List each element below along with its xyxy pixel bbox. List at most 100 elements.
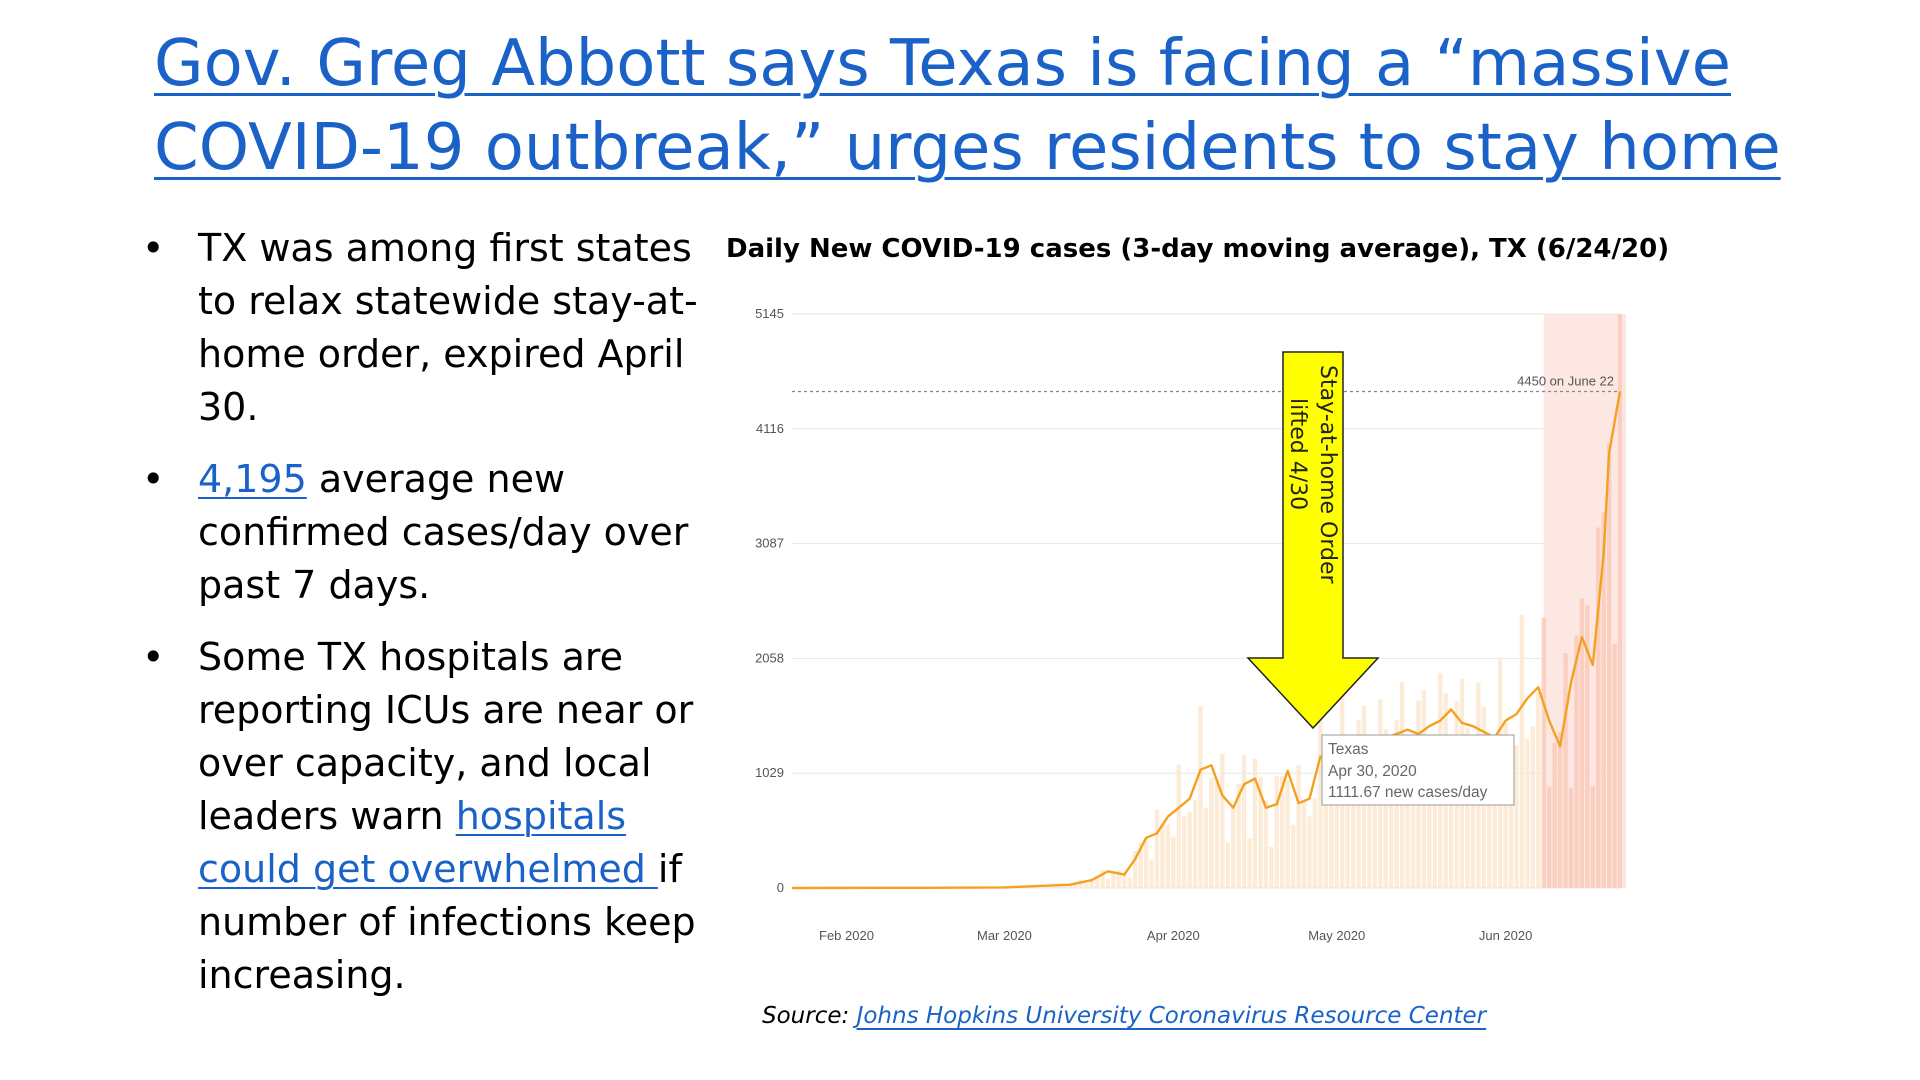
daily-bar: [1285, 780, 1290, 888]
case-average-link[interactable]: 4,195: [198, 457, 307, 501]
daily-bar: [1165, 824, 1171, 888]
daily-bar: [1487, 756, 1492, 888]
daily-bar: [1176, 764, 1181, 888]
daily-bar: [1133, 851, 1138, 888]
daily-bar: [1160, 823, 1165, 888]
x-tick-label: May 2020: [1308, 928, 1365, 943]
daily-bar: [1541, 617, 1546, 888]
source-note: Source: Johns Hopkins University Coronav…: [762, 1003, 1486, 1029]
daily-bar: [1563, 653, 1568, 888]
daily-bar: [1209, 777, 1214, 888]
daily-bar: [1334, 752, 1339, 888]
source-link[interactable]: Johns Hopkins University Coronavirus Res…: [856, 1003, 1487, 1029]
daily-bar: [1465, 728, 1470, 888]
daily-bar: [1073, 883, 1078, 888]
daily-bar: [1198, 706, 1203, 888]
daily-bar: [1525, 738, 1530, 888]
x-tick-label: Apr 2020: [1147, 928, 1200, 943]
daily-bar: [1606, 443, 1612, 888]
daily-bar: [1083, 883, 1089, 888]
daily-bar: [1116, 870, 1122, 888]
daily-bar: [1323, 779, 1329, 888]
daily-bar: [1182, 816, 1187, 888]
daily-bar: [1296, 765, 1301, 888]
bullet-dot: •: [142, 635, 165, 679]
bullet-dot: •: [142, 457, 165, 501]
bullet-text: TX was among first states to relax state…: [198, 226, 698, 429]
y-tick-label: 1029: [755, 765, 784, 780]
daily-bar: [1383, 729, 1388, 888]
daily-bar: [1405, 753, 1410, 888]
daily-bar: [1536, 691, 1541, 888]
tooltip-value: 1111.67 new cases/day: [1328, 784, 1488, 801]
daily-bar: [1051, 885, 1056, 888]
daily-bar: [1122, 872, 1127, 888]
daily-bar: [1568, 788, 1574, 888]
daily-bar: [1492, 785, 1497, 888]
tooltip-box: [1321, 734, 1515, 806]
daily-bar: [1269, 846, 1274, 888]
bullet-text: Some TX hospitals are reporting ICUs are…: [198, 635, 694, 838]
hospitals-overwhelmed-link[interactable]: hospitals could get overwhelmed: [198, 794, 658, 891]
daily-bar: [1247, 838, 1252, 888]
daily-bar: [1508, 751, 1514, 888]
daily-bar: [1127, 877, 1132, 888]
daily-bar: [1312, 798, 1318, 888]
covid-cases-chart: 4450 on June 22 0 1029 2058 3087 4116 5145 Fe…: [755, 306, 1626, 943]
bullet-list: • TX was among first states to relax stat…: [140, 222, 720, 1021]
daily-bar: [1585, 605, 1590, 888]
x-axis-ticks: Feb 2020 Mar 2020 Apr 2020 May 2020 Jun 2020: [819, 928, 1532, 943]
daily-bar: [1367, 799, 1372, 888]
y-tick-label: 2058: [755, 650, 784, 665]
reference-line: 4450 on June 22: [792, 374, 1620, 393]
x-tick-label: Mar 2020: [977, 928, 1032, 943]
source-prefix: Source:: [762, 1003, 857, 1029]
slide-title-link[interactable]: Gov. Greg Abbott says Texas is facing a …: [154, 27, 1781, 185]
daily-bar: [1519, 614, 1525, 888]
daily-bar: [1372, 756, 1378, 888]
y-tick-label: 5145: [755, 306, 784, 321]
y-axis-ticks: 0 1029 2058 3087 4116 5145: [755, 306, 784, 895]
annotation-line-2: lifted 4/30: [1285, 398, 1310, 510]
daily-bar: [1203, 807, 1209, 888]
reference-label: 4450 on June 22: [1517, 374, 1614, 389]
daily-bar: [1579, 598, 1585, 888]
daily-bar: [1552, 743, 1557, 888]
slide-title[interactable]: Gov. Greg Abbott says Texas is facing a …: [154, 22, 1854, 190]
daily-bar: [1100, 870, 1105, 888]
daily-bar: [1089, 881, 1094, 888]
annotation-line-1: Stay-at-home Order: [1315, 365, 1340, 585]
daily-bar: [1236, 784, 1241, 888]
daily-bar: [1111, 871, 1116, 888]
daily-bar: [1617, 314, 1623, 888]
y-tick-label: 4116: [756, 421, 784, 436]
daily-bar: [1557, 732, 1563, 888]
daily-bar: [1530, 726, 1536, 888]
daily-bar: [1171, 836, 1176, 888]
daily-bar: [1345, 789, 1350, 888]
daily-bar: [1470, 792, 1476, 888]
daily-bar: [1318, 693, 1323, 888]
daily-bar: [1078, 880, 1083, 888]
y-tick-label: 3087: [755, 536, 784, 551]
daily-bar: [1231, 806, 1236, 888]
daily-bar: [1307, 816, 1312, 888]
daily-bar: [1590, 786, 1595, 888]
daily-bar: [1389, 793, 1394, 888]
shaded-rect: [1543, 314, 1626, 888]
daily-bar: [1067, 885, 1072, 888]
daily-bar: [1280, 775, 1285, 888]
daily-bar: [1192, 800, 1198, 888]
daily-bar: [1143, 837, 1149, 888]
daily-bar: [1329, 792, 1334, 888]
daily-bar: [1290, 824, 1296, 888]
tooltip-date: Apr 30, 2020: [1328, 763, 1417, 780]
daily-bar: [1427, 778, 1432, 888]
y-tick-label: 0: [777, 880, 784, 895]
daily-bar: [1105, 879, 1111, 888]
daily-bar: [1274, 776, 1279, 888]
daily-bar: [1301, 801, 1307, 888]
tooltip: Texas Apr 30, 2020 1111.67 new cases/day: [1321, 734, 1515, 806]
x-tick-label: Jun 2020: [1479, 928, 1533, 943]
